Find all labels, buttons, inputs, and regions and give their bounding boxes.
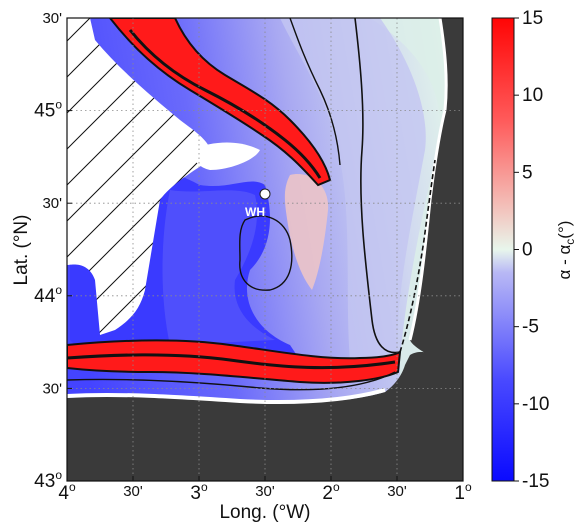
isobath-shelf (354, 18, 401, 354)
y-tick-label: 44o (34, 283, 62, 307)
no-data-white (190, 142, 260, 170)
coast-white-south (67, 388, 386, 404)
colorbar-tick-label: 5 (522, 162, 533, 183)
coast-white-east (408, 18, 448, 341)
x-tick-deg-sign: o (69, 480, 76, 494)
y-tick-deg: 43 (34, 471, 55, 492)
map-area (67, 18, 463, 481)
colorbar-label-main: α - α (555, 245, 574, 280)
x-tick-deg: 3 (190, 483, 201, 504)
colorbar-tick-label: -5 (522, 317, 539, 338)
colorbar-label-unit: (°) (555, 221, 574, 239)
y-tick-label: 43o (34, 468, 62, 492)
basin-inner (162, 190, 275, 345)
isobath-south (67, 371, 396, 391)
x-axis-ticks: 4o 30' 3o 30' 2o 30' 1o (58, 476, 472, 504)
y-tick-label: 30' (42, 10, 62, 27)
x-tick-deg: 2 (322, 483, 333, 504)
station-dot (259, 188, 271, 200)
colorbar-label: α - αc(°) (555, 221, 577, 280)
x-tick-label: 1o (454, 480, 472, 504)
x-axis-title: Long. (°W) (219, 502, 310, 523)
x-tick-deg-sign: o (201, 480, 208, 494)
y-tick-deg: 44 (34, 286, 56, 307)
isobath-coastal (289, 18, 341, 166)
x-tick-label: 3o (190, 480, 208, 504)
colorbar-ticks: 15 10 5 0 -5 -10 -15 (514, 8, 549, 492)
colorbar-tick-label: -10 (522, 394, 549, 415)
colorbar-tick-label: 10 (522, 85, 543, 106)
x-tick-label: 30' (123, 483, 143, 500)
y-tick-deg-sign: o (55, 468, 62, 482)
y-tick-deg-sign: o (55, 283, 62, 297)
station-marker: WH (245, 188, 271, 219)
shelf-water (280, 18, 426, 360)
x-tick-deg: 1 (454, 483, 465, 504)
y-tick-label: 30' (42, 195, 62, 212)
x-tick-label: 2o (322, 480, 340, 504)
y-axis-title: Lat. (°N) (11, 215, 32, 286)
x-tick-label: 30' (255, 483, 275, 500)
colorbar-tick-label: -15 (522, 471, 549, 492)
x-tick-label: 30' (387, 483, 407, 500)
y-tick-deg: 45 (34, 101, 55, 122)
x-tick-label: 4o (58, 480, 76, 504)
no-data-region (67, 18, 211, 335)
colorbar-label-sub: c (563, 239, 577, 245)
y-tick-deg-sign: o (55, 98, 62, 112)
colorbar-tick-label: 0 (522, 240, 533, 261)
north-slope-dark (128, 29, 322, 179)
isobath-east-coast (399, 159, 436, 353)
map-grid (67, 18, 463, 481)
y-tick-label: 45o (34, 98, 62, 122)
x-tick-deg-sign: o (465, 480, 472, 494)
north-slope-band (108, 18, 332, 187)
colorbar-tick-label: 15 (522, 8, 543, 29)
south-slope-dark (67, 353, 396, 370)
station-label: WH (245, 205, 265, 219)
x-tick-deg-sign: o (333, 480, 340, 494)
isobath-basin (239, 215, 293, 291)
shelf-patch (284, 174, 329, 290)
y-tick-label: 30' (42, 380, 62, 397)
x-tick-deg: 4 (58, 483, 69, 504)
colorbar-gradient (491, 17, 515, 482)
colorbar: 15 10 5 0 -5 -10 -15 α - αc(°) (491, 8, 577, 492)
